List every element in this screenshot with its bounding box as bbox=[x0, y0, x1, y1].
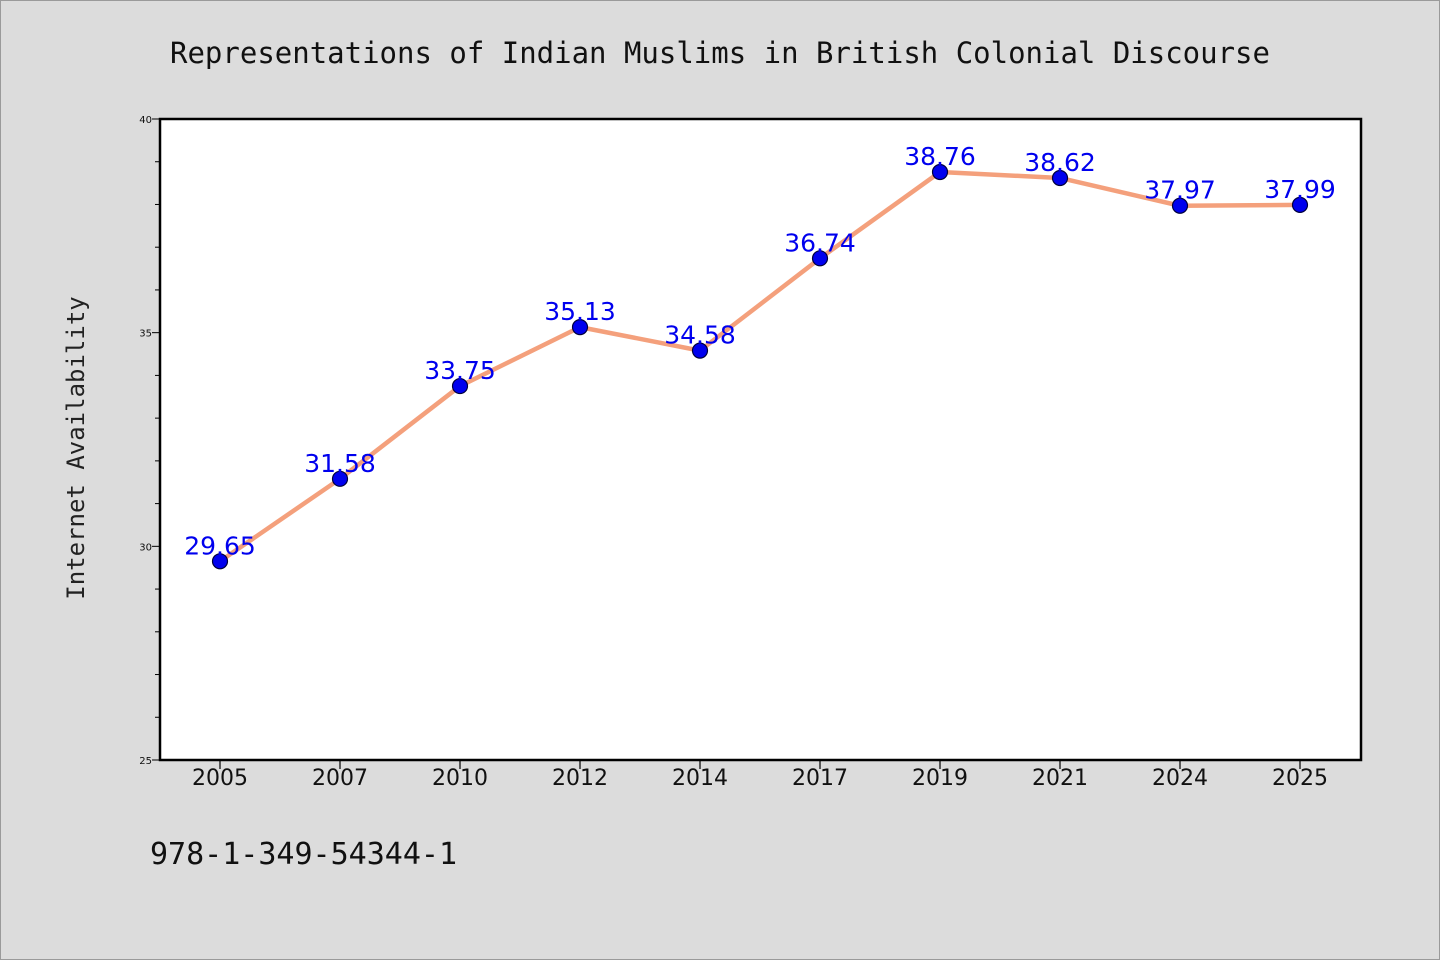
x-tick-label: 2010 bbox=[432, 766, 488, 791]
series-layer: 29.65 31.58 33.75 35.13 34.58 36.74 38.76 38.62… bbox=[184, 142, 1336, 570]
isbn-note: 978-1-349-54344-1 bbox=[150, 837, 457, 872]
y-axis: 25 30 35 40 bbox=[139, 115, 160, 767]
x-tick-label: 2024 bbox=[1152, 766, 1208, 791]
data-point bbox=[331, 470, 349, 487]
x-tick-label: 2017 bbox=[792, 766, 848, 791]
data-label: 37.99 bbox=[1264, 175, 1336, 204]
data-point bbox=[1171, 197, 1189, 214]
x-axis: 2005 2007 2010 2012 2014 2017 2019 2021 2024 2025 bbox=[192, 760, 1328, 791]
data-point bbox=[1291, 196, 1309, 213]
x-tick-label: 2025 bbox=[1272, 766, 1328, 791]
data-label: 38.62 bbox=[1024, 148, 1096, 177]
data-point bbox=[691, 342, 709, 359]
data-point bbox=[811, 250, 829, 267]
x-tick-label: 2021 bbox=[1032, 766, 1088, 791]
y-tick-label: 40 bbox=[139, 115, 152, 126]
x-tick-label: 2005 bbox=[192, 766, 248, 791]
y-tick-label: 25 bbox=[139, 756, 152, 767]
x-tick-label: 2012 bbox=[552, 766, 608, 791]
y-axis-label: Internet Availability bbox=[62, 296, 90, 599]
plot-border bbox=[158, 117, 1363, 762]
data-label: 34.58 bbox=[664, 321, 736, 350]
data-label: 35.13 bbox=[544, 297, 616, 326]
data-point bbox=[451, 377, 469, 395]
data-label: 38.76 bbox=[904, 142, 976, 171]
series-line bbox=[217, 169, 1303, 564]
plot-area bbox=[160, 119, 1361, 760]
y-tick-label: 35 bbox=[139, 329, 152, 340]
data-point bbox=[571, 319, 589, 336]
y-tick-label: 30 bbox=[139, 542, 152, 553]
data-point bbox=[931, 163, 949, 181]
data-label: 29.65 bbox=[184, 531, 256, 560]
x-tick-label: 2019 bbox=[912, 766, 968, 791]
chart-title: Representations of Indian Muslims in Bri… bbox=[170, 36, 1270, 70]
data-label: 37.97 bbox=[1144, 176, 1216, 205]
data-point bbox=[211, 553, 229, 570]
data-point bbox=[1051, 169, 1069, 187]
data-label: 31.58 bbox=[304, 449, 376, 478]
x-tick-label: 2014 bbox=[672, 766, 728, 791]
x-tick-label: 2007 bbox=[312, 766, 368, 791]
data-label: 36.74 bbox=[784, 228, 856, 257]
data-label: 33.75 bbox=[424, 356, 496, 385]
